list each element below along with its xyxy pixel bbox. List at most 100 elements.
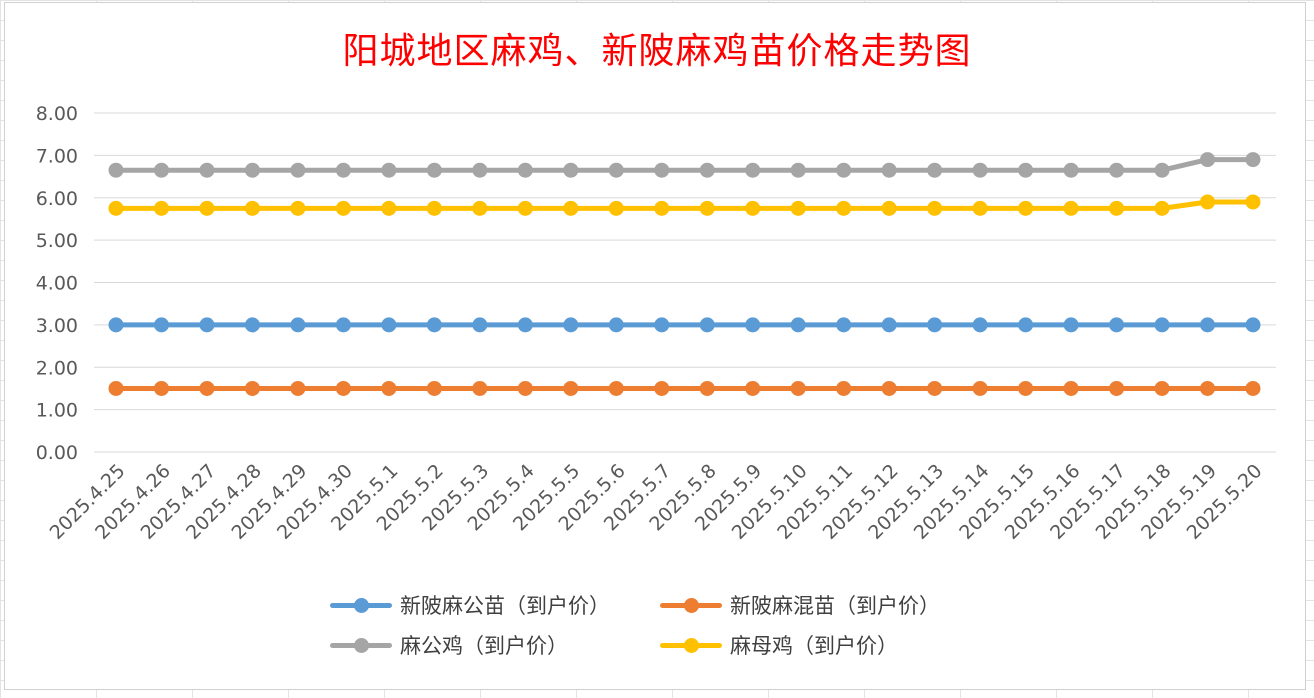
data-point-series-1 <box>563 317 579 333</box>
legend-label: 麻公鸡（到户价） <box>400 634 568 658</box>
data-point-series-4 <box>1109 200 1125 216</box>
y-tick-label: 2.00 <box>36 357 78 379</box>
chart-legend: 新陂麻公苗（到户价） 新陂麻混苗（到户价） 麻公鸡（到户价） 麻母鸡（到户价） <box>330 592 1010 658</box>
legend-line-marker-icon <box>330 595 392 615</box>
data-point-series-1 <box>972 317 988 333</box>
chart-frame[interactable] <box>4 2 1306 690</box>
data-point-series-4 <box>1154 200 1170 216</box>
data-point-series-3 <box>927 162 943 178</box>
data-point-series-2 <box>745 380 761 396</box>
data-point-series-1 <box>517 317 533 333</box>
legend-item-series-3: 麻公鸡（到户价） <box>330 632 660 658</box>
data-point-series-1 <box>1154 317 1170 333</box>
y-tick-label: 3.00 <box>36 315 78 337</box>
data-point-series-2 <box>199 380 215 396</box>
data-point-series-1 <box>1018 317 1034 333</box>
data-point-series-4 <box>153 200 169 216</box>
legend-item-series-2: 新陂麻混苗（到户价） <box>660 592 1010 618</box>
data-point-series-2 <box>790 380 806 396</box>
data-point-series-4 <box>426 200 442 216</box>
legend-label: 新陂麻公苗（到户价） <box>400 594 610 618</box>
data-point-series-2 <box>881 380 897 396</box>
data-point-series-2 <box>426 380 442 396</box>
data-point-series-4 <box>1245 194 1261 210</box>
data-point-series-1 <box>153 317 169 333</box>
legend-item-series-1: 新陂麻公苗（到户价） <box>330 592 660 618</box>
y-tick-label: 5.00 <box>36 230 78 252</box>
data-point-series-4 <box>108 200 124 216</box>
legend-line-marker-icon <box>660 595 722 615</box>
data-point-series-3 <box>1063 162 1079 178</box>
data-point-series-2 <box>290 380 306 396</box>
data-point-series-3 <box>836 162 852 178</box>
data-point-series-3 <box>1200 152 1216 168</box>
data-point-series-3 <box>608 162 624 178</box>
data-point-series-4 <box>927 200 943 216</box>
data-point-series-3 <box>426 162 442 178</box>
data-point-series-2 <box>1245 380 1261 396</box>
data-point-series-2 <box>654 380 670 396</box>
data-point-series-4 <box>1018 200 1034 216</box>
data-point-series-2 <box>608 380 624 396</box>
data-point-series-1 <box>836 317 852 333</box>
data-point-series-2 <box>517 380 533 396</box>
data-point-series-1 <box>1063 317 1079 333</box>
data-point-series-4 <box>381 200 397 216</box>
data-point-series-4 <box>199 200 215 216</box>
data-point-series-1 <box>1245 317 1261 333</box>
data-point-series-2 <box>1018 380 1034 396</box>
data-point-series-3 <box>881 162 897 178</box>
data-point-series-3 <box>244 162 260 178</box>
data-point-series-4 <box>244 200 260 216</box>
data-point-series-4 <box>1200 194 1216 210</box>
legend-line-marker-icon <box>660 635 722 655</box>
data-point-series-3 <box>1154 162 1170 178</box>
data-point-series-3 <box>790 162 806 178</box>
data-point-series-4 <box>608 200 624 216</box>
data-point-series-4 <box>745 200 761 216</box>
data-point-series-3 <box>745 162 761 178</box>
data-point-series-1 <box>699 317 715 333</box>
data-point-series-3 <box>654 162 670 178</box>
data-point-series-1 <box>426 317 442 333</box>
data-point-series-3 <box>381 162 397 178</box>
data-point-series-2 <box>1154 380 1170 396</box>
series-line-3 <box>113 157 1256 173</box>
data-point-series-4 <box>654 200 670 216</box>
data-point-series-2 <box>972 380 988 396</box>
data-point-series-4 <box>836 200 852 216</box>
data-point-series-1 <box>472 317 488 333</box>
y-tick-label: 1.00 <box>36 400 78 422</box>
data-point-series-3 <box>517 162 533 178</box>
data-point-series-2 <box>1200 380 1216 396</box>
y-tick-label: 0.00 <box>36 442 78 464</box>
data-point-series-4 <box>699 200 715 216</box>
data-point-series-3 <box>1018 162 1034 178</box>
data-point-series-3 <box>153 162 169 178</box>
data-point-series-2 <box>1109 380 1125 396</box>
data-point-series-4 <box>1063 200 1079 216</box>
data-point-series-3 <box>563 162 579 178</box>
legend-line-marker-icon <box>330 635 392 655</box>
y-tick-label: 4.00 <box>36 273 78 295</box>
data-point-series-4 <box>790 200 806 216</box>
data-point-series-3 <box>335 162 351 178</box>
data-point-series-1 <box>790 317 806 333</box>
y-tick-label: 8.00 <box>36 103 78 125</box>
data-point-series-2 <box>335 380 351 396</box>
data-point-series-3 <box>1109 162 1125 178</box>
data-point-series-1 <box>108 317 124 333</box>
data-point-series-3 <box>199 162 215 178</box>
chart-title: 阳城地区麻鸡、新陂麻鸡苗价格走势图 <box>342 31 972 72</box>
data-point-series-2 <box>153 380 169 396</box>
data-point-series-1 <box>927 317 943 333</box>
data-point-series-4 <box>881 200 897 216</box>
y-tick-label: 7.00 <box>36 145 78 167</box>
data-point-series-3 <box>699 162 715 178</box>
data-point-series-4 <box>472 200 488 216</box>
data-point-series-3 <box>472 162 488 178</box>
data-point-series-2 <box>381 380 397 396</box>
data-point-series-1 <box>244 317 260 333</box>
data-point-series-1 <box>654 317 670 333</box>
